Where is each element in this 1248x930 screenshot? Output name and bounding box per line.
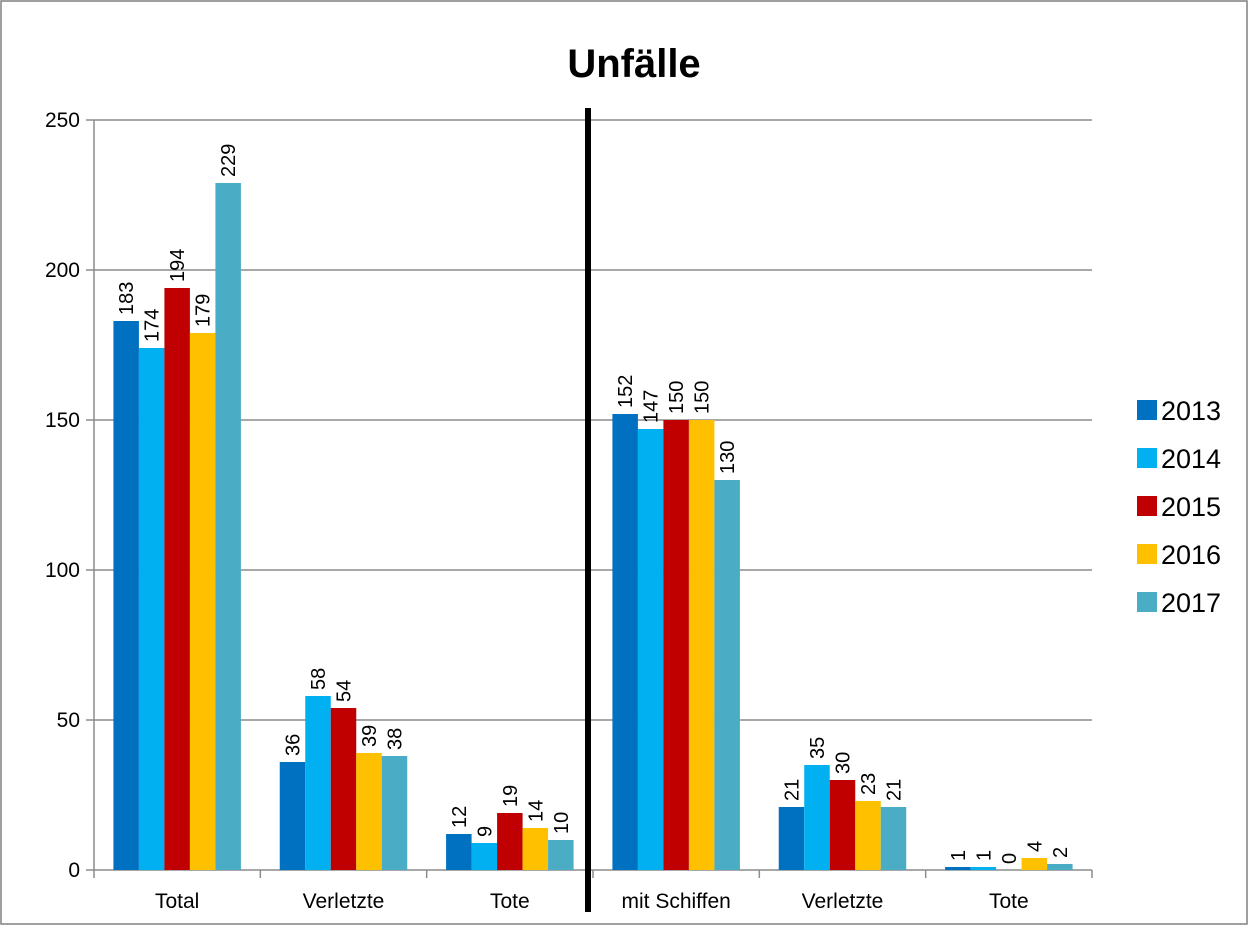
data-label: 54	[334, 680, 356, 702]
bar-2014	[970, 867, 997, 870]
bar-2016	[855, 801, 881, 870]
bar-2017	[381, 756, 408, 870]
data-label: 36	[283, 734, 305, 756]
bar-2016	[688, 420, 715, 870]
x-tick-label: Tote	[490, 890, 530, 913]
bar-2015	[829, 780, 856, 870]
y-tick-label: 200	[45, 259, 80, 282]
bar-2016	[522, 828, 549, 870]
data-label: 14	[525, 800, 547, 822]
bar-2016	[189, 333, 216, 870]
data-label: 2	[1050, 847, 1072, 858]
data-label: 130	[717, 441, 739, 474]
bar-2014	[637, 429, 664, 870]
chart-title: Unfälle	[567, 42, 700, 86]
data-label: 9	[474, 826, 496, 837]
bar-2017	[215, 183, 241, 870]
data-label: 147	[641, 390, 663, 423]
data-label: 174	[142, 309, 164, 342]
data-label: 152	[615, 375, 637, 408]
bar-2015	[330, 708, 357, 870]
y-tick-label: 250	[45, 109, 80, 132]
y-tick-label: 50	[57, 709, 80, 732]
legend-label: 2015	[1161, 492, 1221, 522]
legend: 2013 2014 2015 2016 2017	[1137, 396, 1221, 618]
data-label: 4	[1024, 841, 1046, 852]
data-label: 150	[666, 381, 688, 414]
bar-2014	[471, 843, 498, 870]
y-tick-label: 0	[68, 859, 80, 882]
data-label: 10	[551, 812, 573, 834]
data-label: 35	[807, 737, 829, 759]
data-label: 0	[999, 853, 1021, 864]
bar-2017	[714, 480, 740, 870]
bars	[113, 183, 1073, 870]
bar-2013	[113, 321, 139, 870]
bar-2016	[356, 753, 382, 870]
x-tick-label: mit Schiffen	[622, 890, 731, 913]
data-label: 38	[385, 728, 407, 750]
bar-2015	[497, 813, 523, 870]
bar-2013	[279, 762, 306, 870]
legend-swatch	[1137, 592, 1157, 612]
data-label: 12	[449, 806, 471, 828]
data-label: 30	[833, 752, 855, 774]
legend-label: 2016	[1161, 540, 1221, 570]
legend-label: 2013	[1161, 396, 1221, 426]
bar-2013	[612, 414, 638, 870]
legend-swatch	[1137, 448, 1157, 468]
data-label: 21	[884, 779, 906, 801]
data-label: 39	[359, 725, 381, 747]
data-label: 21	[782, 779, 804, 801]
x-tick-label: Verletzte	[802, 890, 884, 913]
legend-label: 2014	[1161, 444, 1221, 474]
legend-swatch	[1137, 496, 1157, 516]
data-label: 1	[973, 850, 995, 861]
data-label: 23	[858, 773, 880, 795]
data-label: 19	[500, 785, 522, 807]
legend-swatch	[1137, 400, 1157, 420]
bar-2017	[880, 807, 907, 870]
bar-2013	[945, 867, 971, 870]
bar-2013	[446, 834, 472, 870]
bar-2013	[778, 807, 805, 870]
data-label: 183	[116, 282, 138, 315]
bar-2015	[164, 288, 190, 870]
y-tick-label: 100	[45, 559, 80, 582]
data-label: 179	[193, 294, 215, 327]
legend-label: 2017	[1161, 588, 1221, 618]
data-label: 150	[692, 381, 714, 414]
bar-2014	[804, 765, 830, 870]
bar-2016	[1021, 858, 1048, 870]
data-label: 229	[218, 144, 240, 177]
x-tick-label: Total	[155, 890, 199, 913]
bar-2014	[138, 348, 165, 870]
y-tick-label: 150	[45, 409, 80, 432]
bar-2017	[1047, 864, 1073, 870]
bar-2015	[663, 420, 689, 870]
bar-2014	[305, 696, 331, 870]
data-label: 194	[167, 249, 189, 282]
data-label: 1	[948, 850, 970, 861]
data-label: 58	[308, 668, 330, 690]
legend-swatch	[1137, 544, 1157, 564]
x-tick-label: Tote	[989, 890, 1029, 913]
x-tick-label: Verletzte	[303, 890, 385, 913]
gridlines	[94, 119, 1092, 721]
bar-2017	[548, 840, 574, 870]
